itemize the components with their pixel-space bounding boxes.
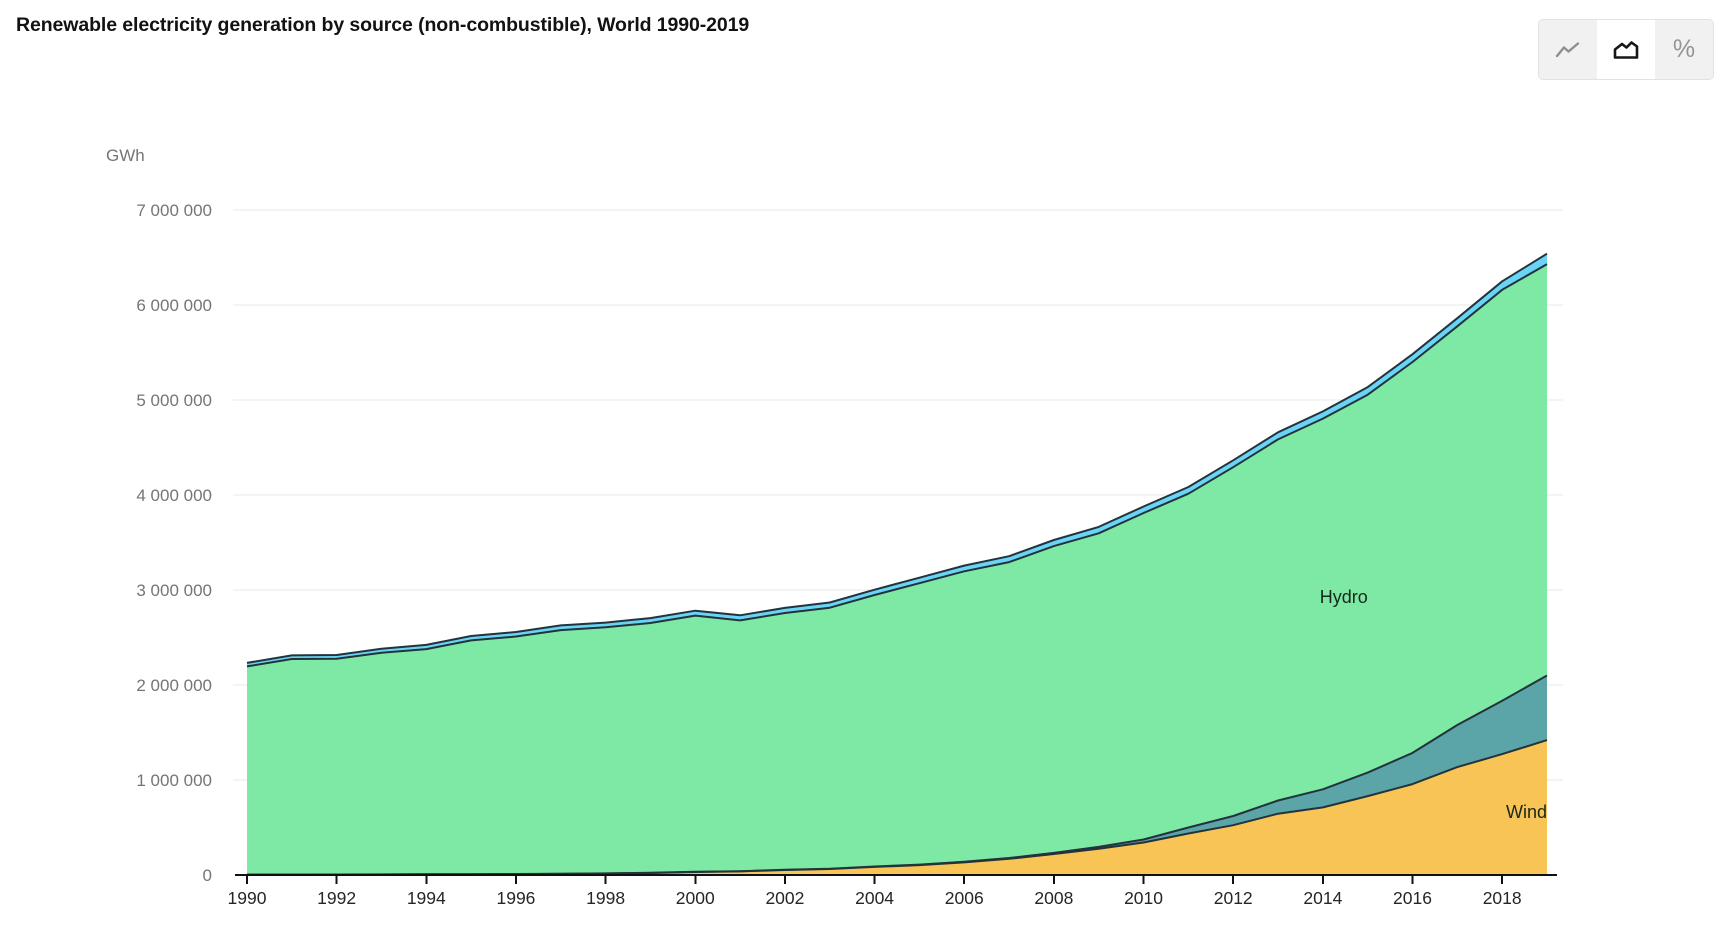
- line-chart-icon: [1555, 41, 1580, 57]
- y-tick-label: 5 000 000: [136, 391, 212, 410]
- x-tick-label: 2006: [945, 888, 984, 908]
- boundary-hydro: [246, 263, 1548, 668]
- percent-toggle-button[interactable]: %: [1655, 20, 1713, 79]
- chart-title: Renewable electricity generation by sour…: [16, 14, 750, 36]
- x-tick-label: 1994: [407, 888, 446, 908]
- area-wind: [247, 740, 1547, 875]
- y-tick-label: 3 000 000: [136, 581, 212, 600]
- x-tick-label: 2008: [1034, 888, 1073, 908]
- x-tick-label: 1992: [317, 888, 356, 908]
- x-tick-label: 2014: [1303, 888, 1342, 908]
- x-tick-label: 1998: [586, 888, 625, 908]
- x-tick-label: 2016: [1393, 888, 1432, 908]
- y-tick-label: 1 000 000: [136, 771, 212, 790]
- y-tick-label: 6 000 000: [136, 296, 212, 315]
- chart-type-toolbar: %: [1538, 19, 1714, 80]
- area-unlabeled-teal-band: [247, 675, 1547, 875]
- y-tick-labels: 0 1 000 000 2 000 000 3 000 000 4 000 000 5 0…: [136, 201, 212, 885]
- stacked-areas: [247, 253, 1547, 875]
- hydro-area-label: Hydro: [1320, 587, 1368, 607]
- y-tick-label: 0: [203, 866, 212, 885]
- x-tick-label: 2018: [1483, 888, 1522, 908]
- x-tick-label: 1996: [496, 888, 535, 908]
- area-hydro: [247, 264, 1547, 875]
- x-axis: 1990 1992 1994 1996 1998 2000 2002 2004 2006 2008…: [228, 874, 1557, 908]
- y-tick-label: 4 000 000: [136, 486, 212, 505]
- y-tick-label: 2 000 000: [136, 676, 212, 695]
- y-tick-label: 7 000 000: [136, 201, 212, 220]
- y-axis-unit-label: GWh: [106, 146, 145, 165]
- x-tick-label: 1990: [228, 888, 267, 908]
- series-labels: Hydro Wind: [1320, 587, 1547, 822]
- x-tick-label: 2012: [1214, 888, 1253, 908]
- percent-icon: %: [1672, 35, 1696, 63]
- wind-area-label: Wind: [1506, 802, 1547, 822]
- x-tick-label: 2004: [855, 888, 894, 908]
- x-tick-label: 2010: [1124, 888, 1163, 908]
- boundary-unlabeled-light-blue-band: [246, 252, 1548, 664]
- line-chart-toggle-button[interactable]: [1539, 20, 1597, 79]
- area-chart-toggle-button[interactable]: [1597, 20, 1655, 79]
- x-tick-label: 2000: [676, 888, 715, 908]
- x-tick-label: 2002: [765, 888, 804, 908]
- area-chart-icon: [1613, 40, 1639, 59]
